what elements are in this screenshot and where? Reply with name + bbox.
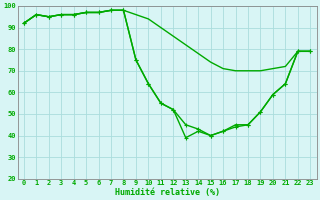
X-axis label: Humidité relative (%): Humidité relative (%) [115, 188, 220, 197]
